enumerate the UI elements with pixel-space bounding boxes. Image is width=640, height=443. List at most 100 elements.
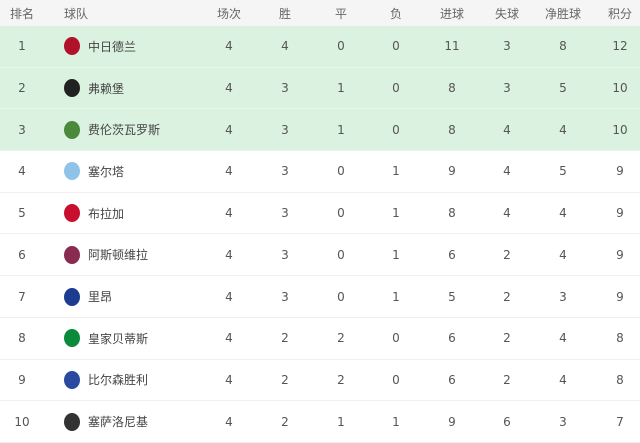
plzen-crest-icon bbox=[64, 370, 80, 389]
team-cell[interactable]: 塞尔塔 bbox=[64, 151, 124, 192]
rank-cell: 1 bbox=[18, 39, 26, 54]
ferencvaros-crest-icon bbox=[64, 120, 80, 139]
team-cell[interactable]: 里昂 bbox=[64, 276, 112, 317]
goals-against-cell: 2 bbox=[503, 289, 511, 304]
drawn-cell: 0 bbox=[337, 206, 345, 221]
goals-for-cell: 6 bbox=[448, 331, 456, 346]
team-cell[interactable]: 皇家贝蒂斯 bbox=[64, 318, 148, 359]
rank-cell: 2 bbox=[18, 81, 26, 96]
team-cell[interactable]: 塞萨洛尼基 bbox=[64, 401, 148, 442]
goals-for-cell: 6 bbox=[448, 247, 456, 262]
table-row[interactable]: 3 费伦茨瓦罗斯 4 3 1 0 8 4 4 10 bbox=[0, 109, 640, 152]
team-name: 比尔森胜利 bbox=[88, 373, 149, 388]
lost-cell: 0 bbox=[392, 122, 400, 137]
won-cell: 2 bbox=[281, 414, 289, 429]
celta-crest-icon bbox=[64, 162, 80, 181]
won-cell: 2 bbox=[281, 331, 289, 346]
drawn-cell: 1 bbox=[337, 81, 345, 96]
drawn-cell: 2 bbox=[337, 331, 345, 346]
team-cell[interactable]: 布拉加 bbox=[64, 193, 124, 234]
goal-diff-cell: 5 bbox=[559, 164, 567, 179]
table-row[interactable]: 5 布拉加 4 3 0 1 8 4 4 9 bbox=[0, 193, 640, 235]
points-cell: 9 bbox=[616, 206, 624, 221]
points-cell: 9 bbox=[616, 289, 624, 304]
team-cell[interactable]: 费伦茨瓦罗斯 bbox=[64, 109, 160, 150]
team-name: 塞萨洛尼基 bbox=[88, 415, 149, 430]
lost-cell: 1 bbox=[392, 247, 400, 262]
goal-diff-cell: 5 bbox=[559, 81, 567, 96]
goal-diff-cell: 4 bbox=[559, 331, 567, 346]
won-cell: 3 bbox=[281, 206, 289, 221]
team-name: 阿斯顿维拉 bbox=[88, 248, 149, 263]
rank-cell: 6 bbox=[18, 247, 26, 262]
drawn-cell: 0 bbox=[337, 39, 345, 54]
played-cell: 4 bbox=[225, 164, 233, 179]
played-cell: 4 bbox=[225, 81, 233, 96]
team-cell[interactable]: 阿斯顿维拉 bbox=[64, 235, 148, 276]
drawn-cell: 1 bbox=[337, 414, 345, 429]
freiburg-crest-icon bbox=[64, 79, 80, 98]
rank-cell: 5 bbox=[18, 206, 26, 221]
goal-diff-cell: 3 bbox=[559, 414, 567, 429]
table-row[interactable]: 1 中日德兰 4 4 0 0 11 3 8 12 bbox=[0, 26, 640, 68]
won-cell: 3 bbox=[281, 247, 289, 262]
goals-against-cell: 3 bbox=[503, 39, 511, 54]
won-cell: 2 bbox=[281, 372, 289, 387]
won-cell: 4 bbox=[281, 39, 289, 54]
points-cell: 9 bbox=[616, 164, 624, 179]
header-points: 积分 bbox=[607, 6, 632, 21]
played-cell: 4 bbox=[225, 39, 233, 54]
table-row[interactable]: 10 塞萨洛尼基 4 2 1 1 9 6 3 7 bbox=[0, 401, 640, 443]
team-cell[interactable]: 弗赖堡 bbox=[64, 68, 124, 109]
table-row[interactable]: 2 弗赖堡 4 3 1 0 8 3 5 10 bbox=[0, 67, 640, 110]
table-row[interactable]: 8 皇家贝蒂斯 4 2 2 0 6 2 4 8 bbox=[0, 318, 640, 360]
goal-diff-cell: 3 bbox=[559, 289, 567, 304]
header-team: 球队 bbox=[64, 6, 89, 21]
goals-for-cell: 8 bbox=[448, 81, 456, 96]
played-cell: 4 bbox=[225, 289, 233, 304]
points-cell: 8 bbox=[616, 331, 624, 346]
rank-cell: 7 bbox=[18, 289, 26, 304]
goals-for-cell: 5 bbox=[448, 289, 456, 304]
table-header: 排名 球队 场次 胜 平 负 进球 失球 净胜球 积分 bbox=[0, 0, 640, 26]
played-cell: 4 bbox=[225, 372, 233, 387]
rank-cell: 3 bbox=[18, 122, 26, 137]
rank-cell: 4 bbox=[18, 164, 26, 179]
paok-crest-icon bbox=[64, 412, 80, 431]
goal-diff-cell: 4 bbox=[559, 247, 567, 262]
goals-for-cell: 11 bbox=[444, 39, 460, 54]
played-cell: 4 bbox=[225, 247, 233, 262]
drawn-cell: 0 bbox=[337, 289, 345, 304]
table-row[interactable]: 6 阿斯顿维拉 4 3 0 1 6 2 4 9 bbox=[0, 235, 640, 277]
rank-cell: 8 bbox=[18, 331, 26, 346]
goals-against-cell: 4 bbox=[503, 164, 511, 179]
lost-cell: 0 bbox=[392, 331, 400, 346]
team-cell[interactable]: 中日德兰 bbox=[64, 26, 136, 67]
points-cell: 7 bbox=[616, 414, 624, 429]
header-lost: 负 bbox=[389, 6, 402, 21]
drawn-cell: 0 bbox=[337, 247, 345, 262]
table-row[interactable]: 9 比尔森胜利 4 2 2 0 6 2 4 8 bbox=[0, 360, 640, 402]
team-cell[interactable]: 比尔森胜利 bbox=[64, 360, 148, 401]
points-cell: 10 bbox=[612, 122, 628, 137]
table-row[interactable]: 4 塞尔塔 4 3 0 1 9 4 5 9 bbox=[0, 151, 640, 193]
goal-diff-cell: 8 bbox=[559, 39, 567, 54]
team-name: 皇家贝蒂斯 bbox=[88, 331, 149, 346]
goals-for-cell: 9 bbox=[448, 164, 456, 179]
team-name: 里昂 bbox=[88, 290, 113, 305]
points-cell: 8 bbox=[616, 372, 624, 387]
goals-against-cell: 6 bbox=[503, 414, 511, 429]
table-row[interactable]: 7 里昂 4 3 0 1 5 2 3 9 bbox=[0, 276, 640, 318]
midtjylland-crest-icon bbox=[64, 37, 80, 56]
drawn-cell: 1 bbox=[337, 122, 345, 137]
goals-against-cell: 2 bbox=[503, 247, 511, 262]
betis-crest-icon bbox=[64, 329, 80, 348]
lost-cell: 0 bbox=[392, 39, 400, 54]
team-name: 中日德兰 bbox=[88, 39, 137, 54]
played-cell: 4 bbox=[225, 331, 233, 346]
goals-against-cell: 3 bbox=[503, 81, 511, 96]
goal-diff-cell: 4 bbox=[559, 122, 567, 137]
points-cell: 9 bbox=[616, 247, 624, 262]
points-cell: 12 bbox=[612, 39, 628, 54]
goals-against-cell: 2 bbox=[503, 372, 511, 387]
